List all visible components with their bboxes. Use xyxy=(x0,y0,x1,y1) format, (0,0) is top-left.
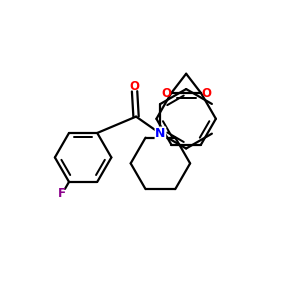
Text: N: N xyxy=(155,127,166,140)
Text: O: O xyxy=(201,87,211,100)
Text: O: O xyxy=(161,87,171,100)
Text: O: O xyxy=(129,80,139,93)
Text: F: F xyxy=(58,187,66,200)
